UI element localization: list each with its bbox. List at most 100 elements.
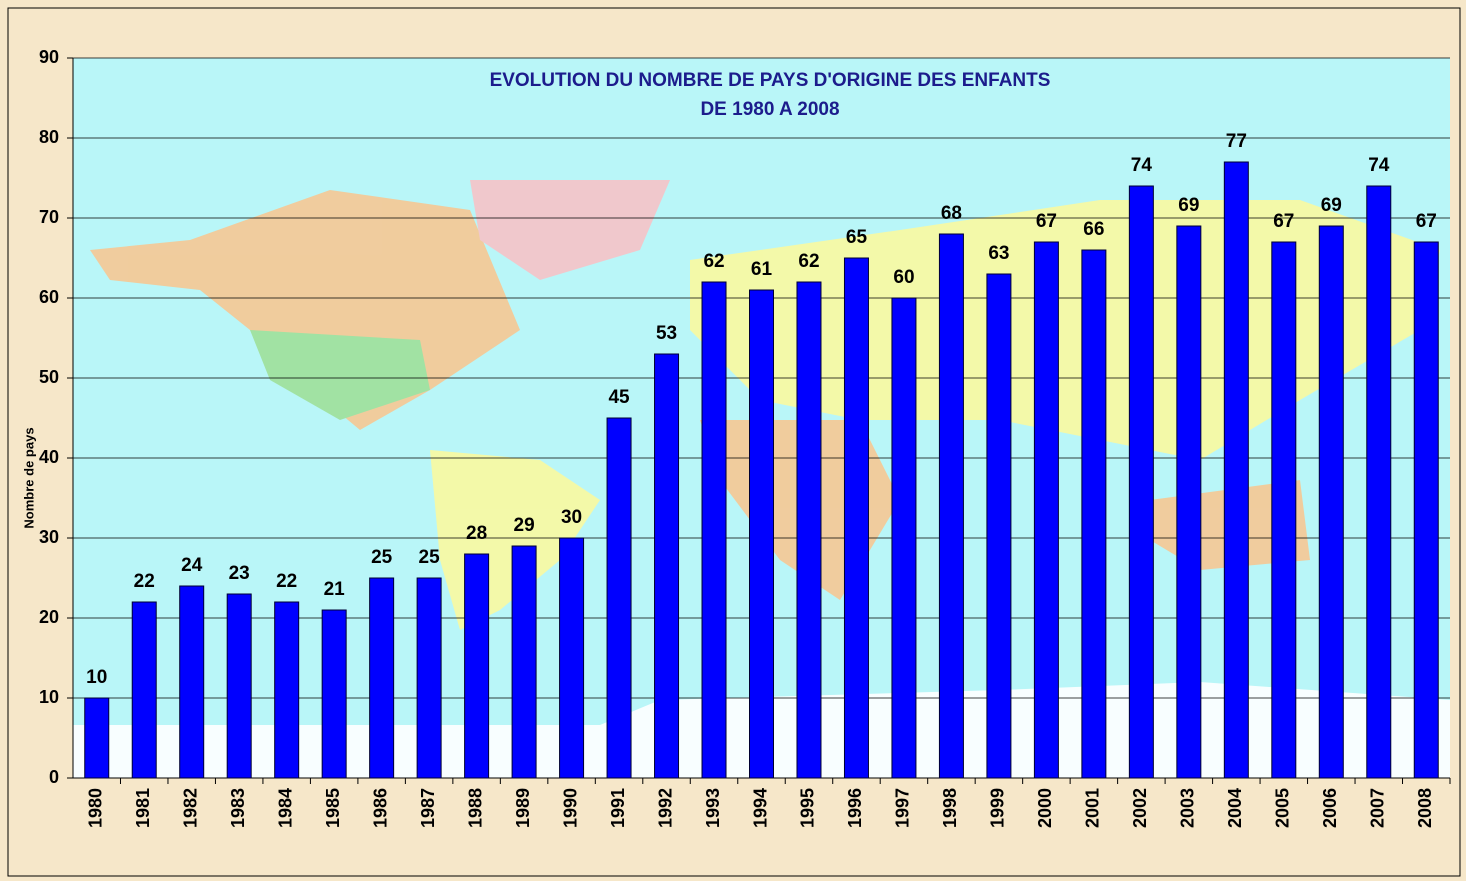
- y-tick-label: 80: [39, 127, 59, 147]
- x-tick-label: 2006: [1320, 788, 1340, 828]
- data-label: 29: [514, 515, 535, 536]
- land: [250, 330, 430, 420]
- x-tick-label: 1992: [655, 788, 675, 828]
- x-tick-label: 1984: [275, 788, 295, 828]
- bar: [986, 273, 1012, 779]
- x-tick-label: 1987: [418, 788, 438, 828]
- bar: [511, 545, 537, 779]
- land: [470, 180, 670, 280]
- data-label: 10: [86, 667, 107, 688]
- bar: [1128, 185, 1154, 779]
- data-label: 62: [703, 251, 724, 272]
- data-label: 67: [1036, 211, 1057, 232]
- bar: [1413, 241, 1439, 779]
- x-tick-label: 1993: [703, 788, 723, 828]
- x-tick-label: 1999: [988, 788, 1008, 828]
- bar: [274, 601, 300, 779]
- bar: [131, 601, 157, 779]
- data-label: 69: [1178, 195, 1199, 216]
- y-tick-label: 60: [39, 287, 59, 307]
- bar: [749, 289, 774, 779]
- y-tick-label: 40: [39, 447, 59, 467]
- x-tick-label: 1985: [323, 788, 343, 828]
- data-label: 24: [181, 555, 203, 576]
- y-tick-label: 10: [39, 687, 59, 707]
- data-label: 53: [656, 323, 677, 344]
- data-label: 22: [134, 571, 155, 592]
- data-label: 67: [1416, 211, 1437, 232]
- x-tick-label: 1982: [180, 788, 200, 828]
- data-label: 67: [1273, 211, 1294, 232]
- data-label: 23: [229, 563, 250, 584]
- x-tick-label: 1994: [750, 788, 770, 828]
- bar: [938, 233, 964, 779]
- bar: [891, 297, 917, 779]
- data-label: 74: [1131, 155, 1153, 176]
- chart-title: EVOLUTION DU NOMBRE DE PAYS D'ORIGINE DE…: [490, 70, 1051, 91]
- x-tick-label: 1997: [893, 788, 913, 828]
- data-label: 25: [371, 547, 393, 568]
- x-tick-label: 1981: [133, 788, 153, 828]
- bar: [1033, 241, 1059, 779]
- x-tick-label: 1989: [513, 788, 533, 828]
- data-label: 22: [276, 571, 297, 592]
- bar: [464, 553, 490, 779]
- bar: [1271, 241, 1297, 779]
- bar: [226, 593, 252, 779]
- data-label: 21: [324, 579, 346, 600]
- bar: [796, 281, 822, 779]
- bar: [1366, 185, 1392, 779]
- bar: [1081, 249, 1107, 779]
- x-tick-label: 2005: [1273, 788, 1293, 828]
- bar: [606, 417, 632, 779]
- y-tick-label: 90: [39, 47, 59, 67]
- bar: [1223, 161, 1249, 779]
- x-tick-label: 2004: [1225, 788, 1245, 828]
- data-label: 77: [1226, 131, 1247, 152]
- data-label: 63: [988, 243, 1009, 264]
- x-tick-label: 1980: [85, 788, 105, 828]
- x-tick-label: 1986: [370, 788, 390, 828]
- bar: [1176, 225, 1202, 779]
- bar: [654, 353, 680, 779]
- data-label: 28: [466, 523, 487, 544]
- data-label: 25: [419, 547, 441, 568]
- data-label: 45: [608, 387, 630, 408]
- bar: [1318, 225, 1344, 779]
- x-tick-label: 2000: [1035, 788, 1055, 828]
- x-tick-label: 1998: [940, 788, 960, 828]
- data-label: 61: [751, 259, 773, 280]
- x-tick-label: 2002: [1130, 788, 1150, 828]
- y-tick-label: 30: [39, 527, 59, 547]
- data-label: 74: [1368, 155, 1390, 176]
- data-label: 60: [893, 267, 914, 288]
- y-tick-label: 20: [39, 607, 59, 627]
- chart-subtitle: DE 1980 A 2008: [700, 99, 839, 120]
- data-label: 62: [798, 251, 819, 272]
- x-tick-label: 1983: [228, 788, 248, 828]
- y-axis-label: Nombre de pays: [21, 427, 36, 528]
- x-tick-label: 2008: [1415, 788, 1435, 828]
- x-tick-label: 1996: [845, 788, 865, 828]
- x-tick-label: 1988: [465, 788, 485, 828]
- bar: [84, 697, 110, 779]
- bar: [701, 281, 727, 779]
- y-tick-label: 0: [49, 767, 59, 787]
- bar: [179, 585, 205, 779]
- data-label: 65: [846, 227, 868, 248]
- y-tick-label: 50: [39, 367, 59, 387]
- data-label: 69: [1321, 195, 1342, 216]
- land: [690, 200, 1440, 460]
- data-label: 30: [561, 507, 582, 528]
- x-tick-label: 2007: [1368, 788, 1388, 828]
- bar: [843, 257, 869, 779]
- x-tick-label: 1991: [608, 788, 628, 828]
- x-tick-label: 2001: [1083, 788, 1103, 828]
- data-label: 68: [941, 203, 962, 224]
- data-label: 66: [1083, 219, 1104, 240]
- x-tick-label: 2003: [1178, 788, 1198, 828]
- y-tick-label: 70: [39, 207, 59, 227]
- bar: [369, 577, 395, 779]
- bar: [559, 537, 585, 779]
